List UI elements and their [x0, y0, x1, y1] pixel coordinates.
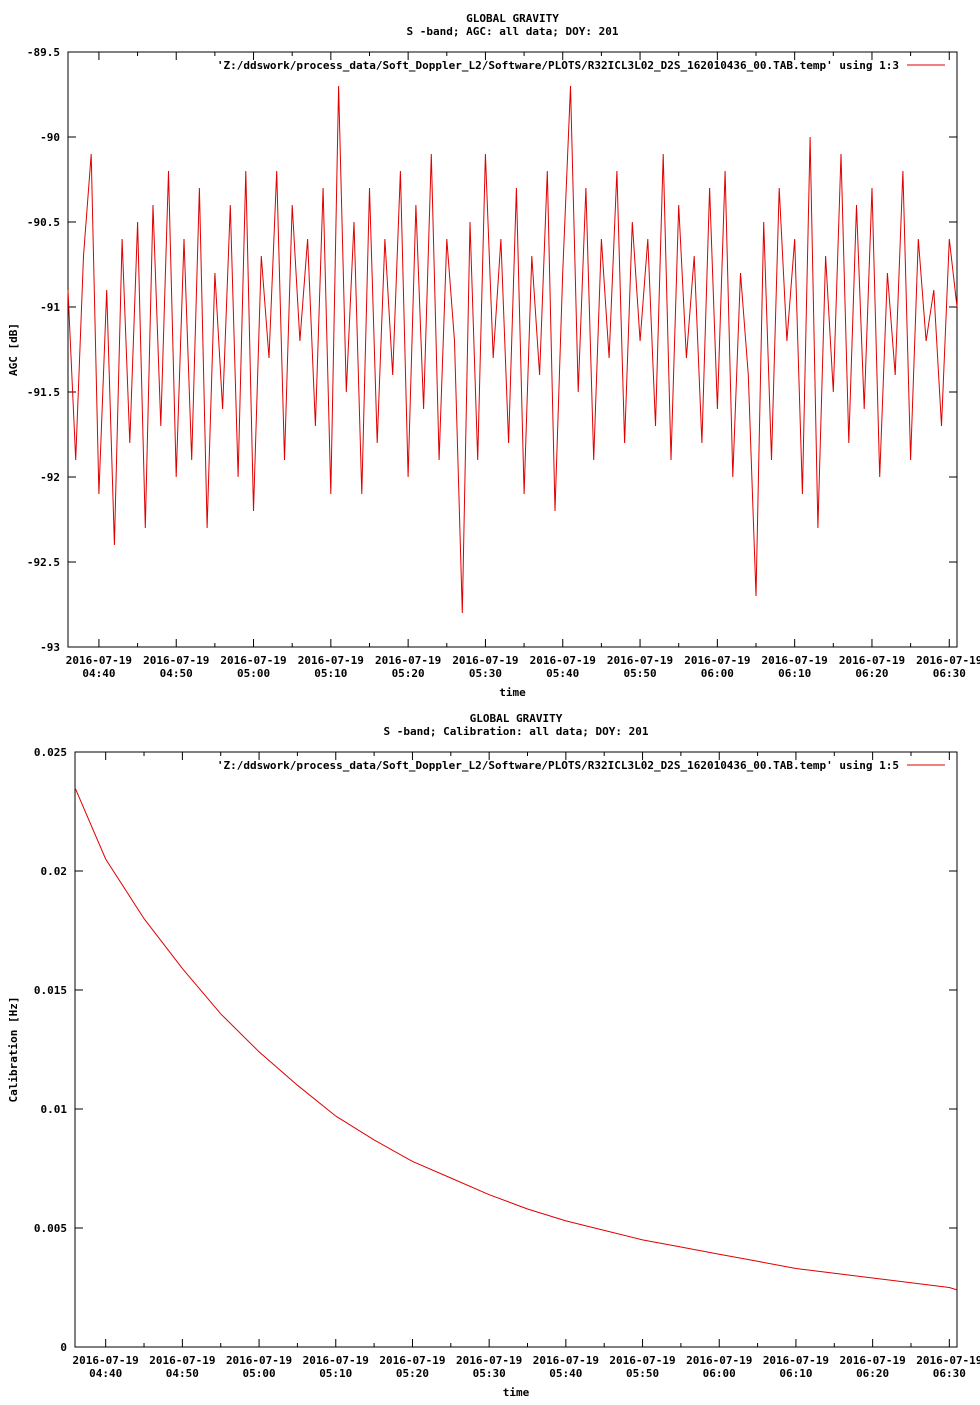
x-tick-label-time: 06:00: [703, 1367, 736, 1380]
y-tick-label: -89.5: [27, 46, 60, 59]
y-tick-label: 0.015: [34, 984, 67, 997]
legend-label: 'Z:/ddswork/process_data/Soft_Doppler_L2…: [217, 59, 899, 72]
x-tick-label-date: 2016-07-19: [530, 654, 596, 667]
x-tick-label-time: 04:40: [89, 1367, 122, 1380]
x-tick-label-time: 05:40: [546, 667, 579, 680]
x-tick-label-date: 2016-07-19: [762, 654, 828, 667]
x-axis-label: time: [503, 1386, 530, 1399]
x-tick-label-time: 06:30: [933, 667, 966, 680]
x-tick-label-date: 2016-07-19: [226, 1354, 292, 1367]
y-axis-label: Calibration [Hz]: [7, 997, 20, 1103]
chart-subtitle: S -band; Calibration: all data; DOY: 201: [384, 725, 649, 738]
y-axis-label: AGC [dB]: [7, 323, 20, 376]
y-tick-label: -93: [40, 641, 60, 654]
series-line: [74, 787, 958, 1291]
x-tick-label-time: 04:50: [160, 667, 193, 680]
x-tick-label-time: 05:00: [237, 667, 270, 680]
x-tick-label-time: 05:10: [314, 667, 347, 680]
y-tick-label: 0.01: [41, 1103, 68, 1116]
chart-title: GLOBAL GRAVITY: [466, 12, 559, 25]
y-tick-label: -92: [40, 471, 60, 484]
plot-frame: [74, 751, 958, 1348]
x-tick-label-date: 2016-07-19: [303, 1354, 369, 1367]
x-tick-label-time: 05:10: [319, 1367, 352, 1380]
y-tick-label: -90: [40, 131, 60, 144]
x-tick-label-time: 05:30: [473, 1367, 506, 1380]
x-tick-label-date: 2016-07-19: [916, 1354, 980, 1367]
x-tick-label-date: 2016-07-19: [533, 1354, 599, 1367]
x-tick-label-date: 2016-07-19: [375, 654, 441, 667]
x-tick-label-date: 2016-07-19: [220, 654, 286, 667]
x-tick-label-date: 2016-07-19: [840, 1354, 906, 1367]
y-tick-label: -91: [40, 301, 60, 314]
x-tick-label-date: 2016-07-19: [456, 1354, 522, 1367]
x-tick-label-date: 2016-07-19: [379, 1354, 445, 1367]
x-tick-label-time: 05:00: [243, 1367, 276, 1380]
plot-frame: [67, 51, 958, 648]
y-tick-label: 0.02: [41, 865, 68, 878]
x-tick-label-date: 2016-07-19: [452, 654, 518, 667]
x-tick-label-date: 2016-07-19: [607, 654, 673, 667]
x-tick-label-time: 06:10: [779, 1367, 812, 1380]
x-tick-label-date: 2016-07-19: [684, 654, 750, 667]
y-tick-label: -90.5: [27, 216, 60, 229]
x-tick-label-time: 05:50: [623, 667, 656, 680]
y-tick-label: 0.025: [34, 746, 67, 759]
y-tick-label: -91.5: [27, 386, 60, 399]
x-tick-label-time: 06:20: [856, 1367, 889, 1380]
chart-title: GLOBAL GRAVITY: [470, 712, 563, 725]
x-tick-label-date: 2016-07-19: [839, 654, 905, 667]
x-tick-label-time: 05:20: [392, 667, 425, 680]
x-tick-label-date: 2016-07-19: [73, 1354, 139, 1367]
x-tick-label-time: 06:30: [933, 1367, 966, 1380]
x-tick-label-time: 04:40: [82, 667, 115, 680]
x-tick-label-time: 05:40: [549, 1367, 582, 1380]
x-tick-label-time: 05:50: [626, 1367, 659, 1380]
x-tick-label-date: 2016-07-19: [609, 1354, 675, 1367]
x-tick-label-date: 2016-07-19: [66, 654, 132, 667]
x-tick-label-date: 2016-07-19: [149, 1354, 215, 1367]
x-tick-label-date: 2016-07-19: [686, 1354, 752, 1367]
x-tick-label-time: 05:30: [469, 667, 502, 680]
y-tick-label: 0: [60, 1341, 67, 1354]
x-tick-label-date: 2016-07-19: [763, 1354, 829, 1367]
y-tick-label: -92.5: [27, 556, 60, 569]
x-tick-label-time: 04:50: [166, 1367, 199, 1380]
chart-subtitle: S -band; AGC: all data; DOY: 201: [407, 25, 619, 38]
x-tick-label-time: 06:10: [778, 667, 811, 680]
legend-label: 'Z:/ddswork/process_data/Soft_Doppler_L2…: [217, 759, 899, 772]
x-tick-label-date: 2016-07-19: [298, 654, 364, 667]
x-tick-label-date: 2016-07-19: [916, 654, 980, 667]
x-tick-label-time: 06:20: [855, 667, 888, 680]
x-tick-label-time: 05:20: [396, 1367, 429, 1380]
x-tick-label-time: 06:00: [701, 667, 734, 680]
y-tick-label: 0.005: [34, 1222, 67, 1235]
x-axis-label: time: [499, 686, 526, 699]
series-line: [67, 85, 958, 614]
x-tick-label-date: 2016-07-19: [143, 654, 209, 667]
